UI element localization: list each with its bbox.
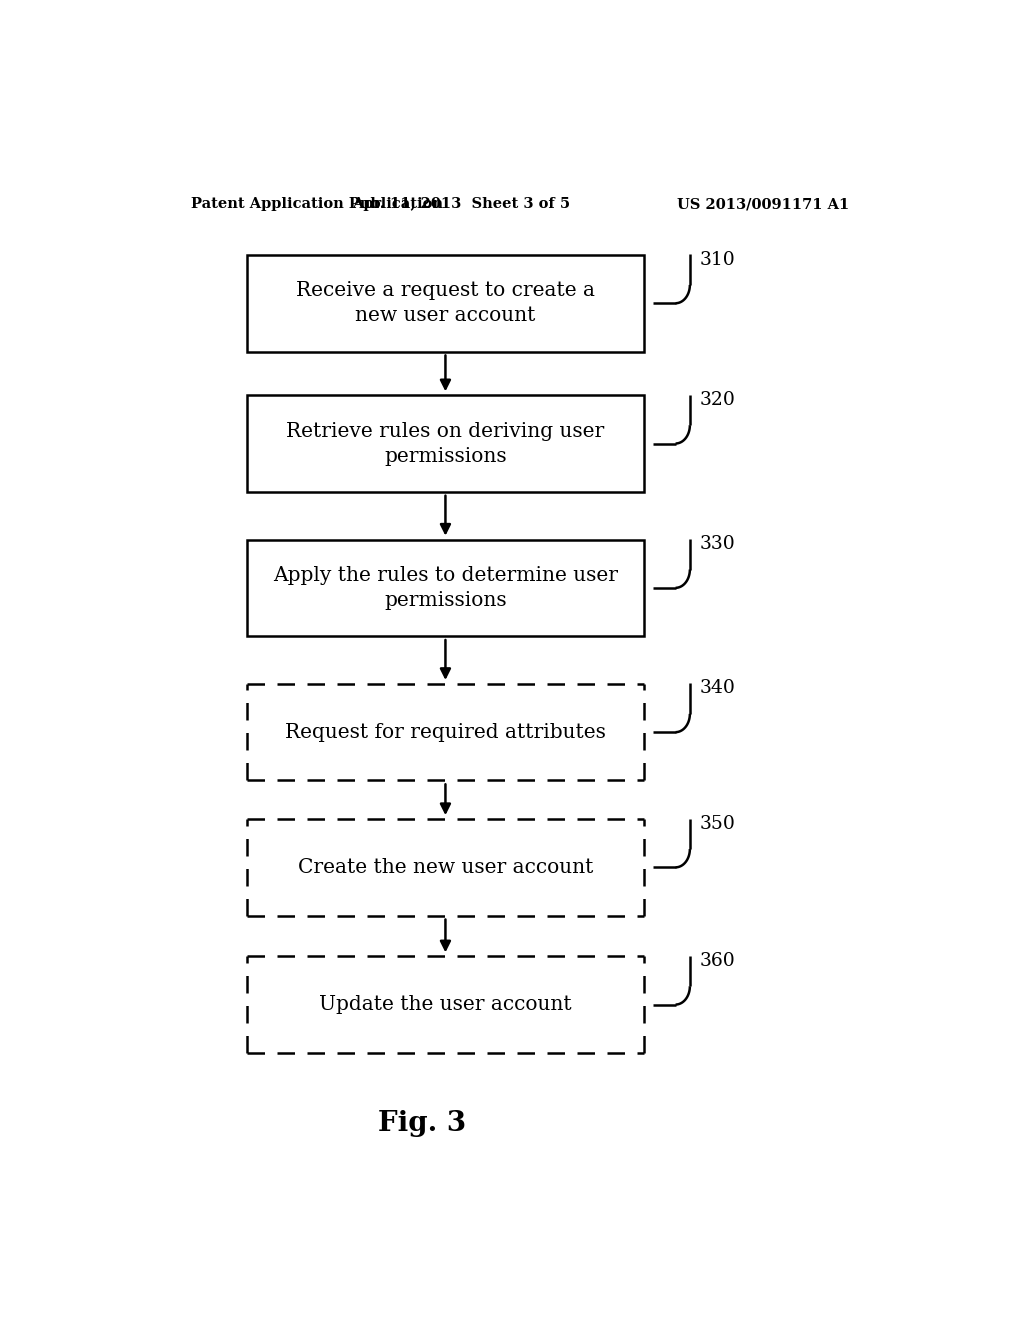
Text: 310: 310 — [699, 251, 735, 268]
Bar — [247, 255, 644, 351]
Text: Apply the rules to determine user
permissions: Apply the rules to determine user permis… — [273, 566, 617, 610]
Text: Patent Application Publication: Patent Application Publication — [191, 197, 443, 211]
Text: Receive a request to create a
new user account: Receive a request to create a new user a… — [296, 281, 595, 325]
Text: 340: 340 — [699, 680, 735, 697]
Text: 360: 360 — [699, 952, 735, 970]
Text: US 2013/0091171 A1: US 2013/0091171 A1 — [677, 197, 849, 211]
Text: Create the new user account: Create the new user account — [298, 858, 593, 876]
Text: Fig. 3: Fig. 3 — [378, 1110, 466, 1138]
Text: 350: 350 — [699, 814, 735, 833]
Text: Apr. 11, 2013  Sheet 3 of 5: Apr. 11, 2013 Sheet 3 of 5 — [352, 197, 570, 211]
Text: Retrieve rules on deriving user
permissions: Retrieve rules on deriving user permissi… — [287, 421, 604, 466]
Text: Request for required attributes: Request for required attributes — [285, 722, 606, 742]
Bar — [247, 540, 644, 636]
Bar — [247, 395, 644, 492]
Text: 330: 330 — [699, 535, 735, 553]
Text: 320: 320 — [699, 391, 735, 409]
Text: Update the user account: Update the user account — [319, 995, 571, 1014]
